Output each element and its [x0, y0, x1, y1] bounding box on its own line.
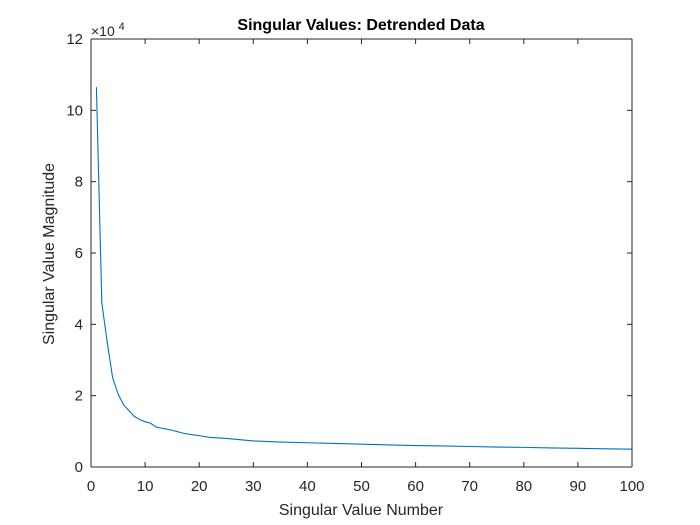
x-tick-label: 100: [619, 478, 644, 495]
x-tick-label: 20: [191, 478, 208, 495]
x-tick-label: 0: [87, 478, 95, 495]
y-tick-label: 0: [75, 459, 83, 476]
x-tick-label: 40: [299, 478, 316, 495]
chart-title: Singular Values: Detrended Data: [237, 17, 484, 34]
series-layer: [95, 87, 633, 450]
y-tick-label: 2: [75, 388, 83, 405]
y-tick-label: 6: [75, 245, 83, 262]
y-axis-exponent-base: ×10: [91, 23, 115, 39]
x-tick-label: 70: [461, 478, 478, 495]
x-tick-label: 60: [407, 478, 424, 495]
x-tick-label: 90: [570, 478, 587, 495]
y-axis-label: Singular Value Magnitude: [41, 163, 58, 345]
y-axis-exponent-power: 4: [119, 21, 125, 33]
x-tick-label: 10: [137, 478, 154, 495]
y-tick-label: 4: [75, 316, 83, 333]
x-tick-label: 50: [353, 478, 370, 495]
x-tick-label: 30: [245, 478, 262, 495]
y-axis-exponent: ×10 4: [91, 21, 125, 39]
plot-area: [91, 39, 632, 467]
y-tick-label: 10: [66, 102, 83, 119]
y-tick-label: 8: [75, 174, 83, 191]
x-axis-label: Singular Value Number: [279, 502, 444, 519]
series-line-0: [95, 87, 633, 450]
x-tick-label: 80: [515, 478, 532, 495]
ticks-layer: 0 10 20 30 40 50 60 70 80 90 100 0 2 4 6 8 10 12: [66, 31, 644, 495]
y-tick-label: 12: [66, 31, 83, 48]
